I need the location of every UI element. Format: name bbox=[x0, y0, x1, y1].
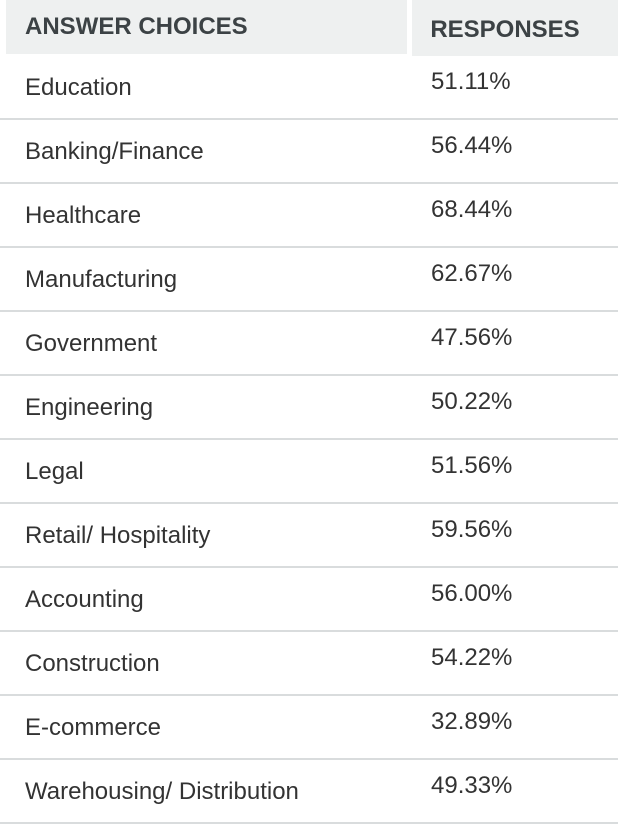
response-percent-cell: 50.22% bbox=[410, 376, 618, 440]
answer-choice-cell: Retail/ Hospitality bbox=[0, 504, 410, 568]
table-row: Manufacturing 62.67% bbox=[0, 248, 618, 312]
table-row: E-commerce 32.89% bbox=[0, 696, 618, 760]
table-row: Banking/Finance 56.44% bbox=[0, 120, 618, 184]
table-row: Construction 54.22% bbox=[0, 632, 618, 696]
response-percent-cell: 59.56% bbox=[410, 504, 618, 568]
response-percent-cell: 49.33% bbox=[410, 760, 618, 824]
response-percent-cell: 51.56% bbox=[410, 440, 618, 504]
answer-choice-cell: Accounting bbox=[0, 568, 410, 632]
table-row: Accounting 56.00% bbox=[0, 568, 618, 632]
response-percent-cell: 47.56% bbox=[410, 312, 618, 376]
answer-choice-cell: Education bbox=[0, 56, 410, 120]
response-percent-cell: 56.00% bbox=[410, 568, 618, 632]
table-row: Warehousing/ Distribution 49.33% bbox=[0, 760, 618, 824]
response-percent-cell: 51.11% bbox=[410, 56, 618, 120]
answer-choices-header[interactable]: ANSWER CHOICES bbox=[6, 0, 408, 54]
table-row: Engineering 50.22% bbox=[0, 376, 618, 440]
answer-choice-cell: Banking/Finance bbox=[0, 120, 410, 184]
table-row: Government 47.56% bbox=[0, 312, 618, 376]
answer-choice-cell: E-commerce bbox=[0, 696, 410, 760]
table-row: Retail/ Hospitality 59.56% bbox=[0, 504, 618, 568]
answer-choice-cell: Legal bbox=[0, 440, 410, 504]
response-percent-cell: 68.44% bbox=[410, 184, 618, 248]
answer-choice-cell: Engineering bbox=[0, 376, 410, 440]
answer-choice-cell: Government bbox=[0, 312, 410, 376]
table-row: Education 51.11% bbox=[0, 56, 618, 120]
table-row: Healthcare 68.44% bbox=[0, 184, 618, 248]
table-body: Education 51.11% Banking/Finance 56.44% … bbox=[0, 56, 618, 824]
answer-choice-cell: Manufacturing bbox=[0, 248, 410, 312]
answer-choice-cell: Construction bbox=[0, 632, 410, 696]
responses-header[interactable]: RESPONSES bbox=[412, 0, 618, 56]
response-percent-cell: 62.67% bbox=[410, 248, 618, 312]
table-row: Legal 51.56% bbox=[0, 440, 618, 504]
table-header-row: ANSWER CHOICES RESPONSES bbox=[0, 0, 618, 56]
response-percent-cell: 54.22% bbox=[410, 632, 618, 696]
response-percent-cell: 32.89% bbox=[410, 696, 618, 760]
answer-choice-cell: Warehousing/ Distribution bbox=[0, 760, 410, 824]
answer-choice-cell: Healthcare bbox=[0, 184, 410, 248]
response-percent-cell: 56.44% bbox=[410, 120, 618, 184]
